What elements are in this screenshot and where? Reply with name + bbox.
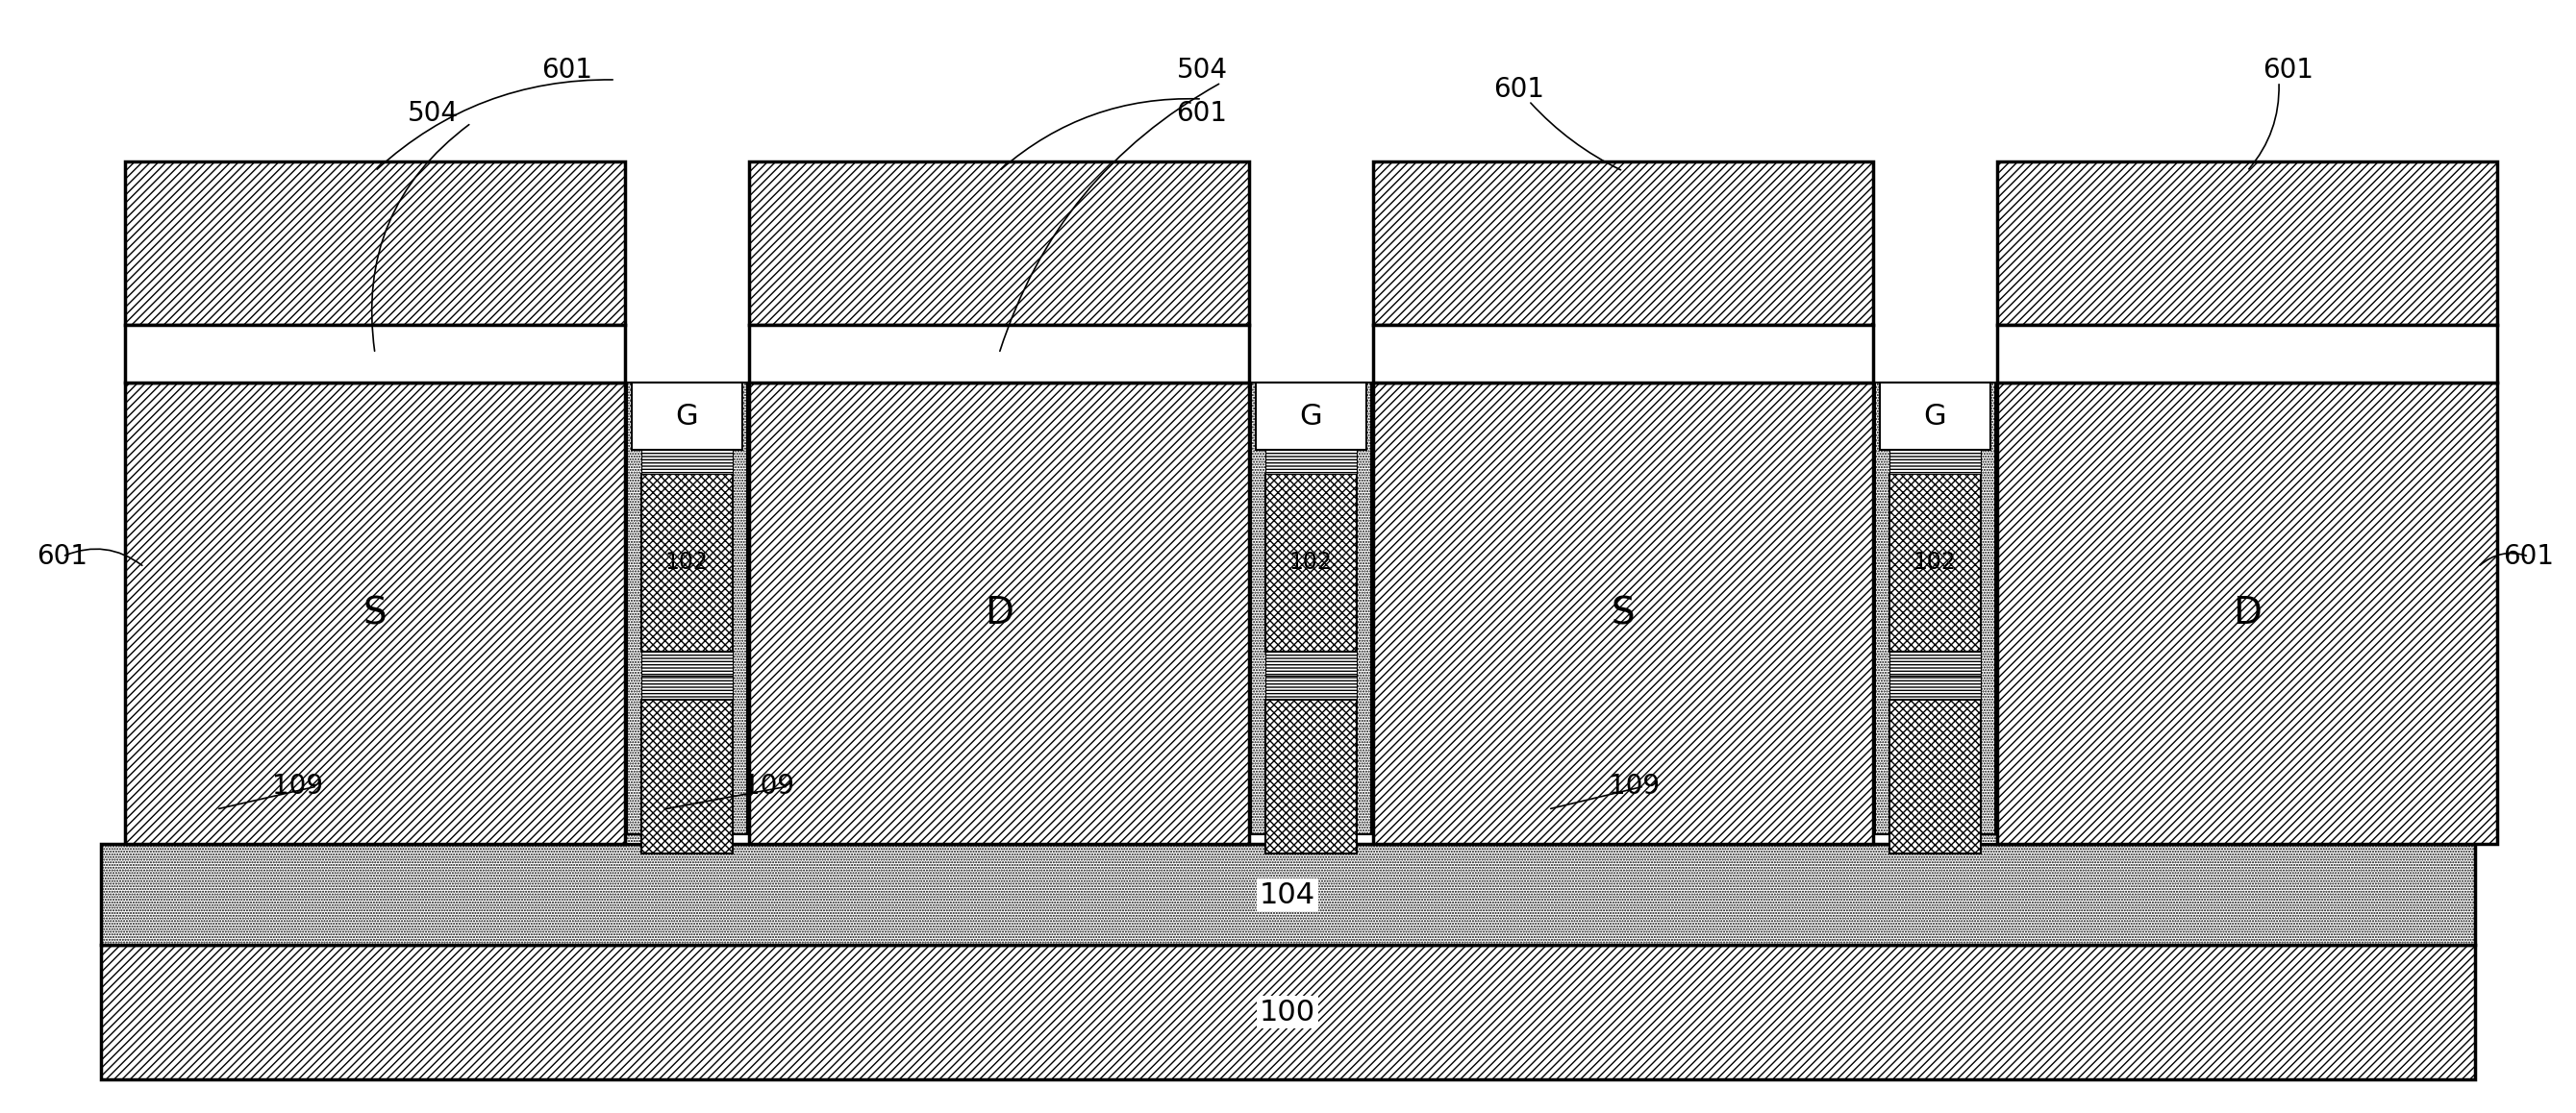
Bar [100,945,2476,1080]
Bar [1888,450,1981,474]
Text: 601: 601 [541,57,592,83]
Polygon shape [1051,775,1170,844]
Text: G: G [1924,402,1945,430]
Text: 601: 601 [36,543,88,570]
Bar [1888,651,1981,676]
Text: 100: 100 [1260,998,1316,1026]
Bar [750,161,1249,325]
Bar [1265,474,1358,651]
Bar [1255,383,1365,450]
Text: 102: 102 [1288,551,1332,574]
Bar [1373,383,1873,844]
Bar [1996,325,2496,383]
Bar [1875,383,1996,835]
Bar [641,450,732,474]
Polygon shape [157,775,276,844]
Text: 104: 104 [1260,880,1316,908]
Polygon shape [1950,775,2069,844]
Bar [126,383,626,844]
Bar [1265,676,1358,700]
Text: 109: 109 [273,772,325,799]
Text: 109: 109 [744,772,796,799]
Bar [100,844,2476,945]
Bar [641,474,732,651]
Text: 102: 102 [665,551,708,574]
Text: 601: 601 [1177,100,1226,127]
Text: 102: 102 [1914,551,1955,574]
Bar [1888,474,1981,651]
Bar [126,161,626,325]
Bar [1252,383,1370,835]
Polygon shape [603,775,724,844]
Bar [750,383,1249,844]
Text: 601: 601 [2262,57,2313,83]
Text: G: G [1298,402,1321,430]
Text: S: S [1610,595,1636,631]
Bar [126,325,626,383]
Bar [1265,450,1358,474]
Text: G: G [675,402,698,430]
Bar [1880,383,1991,450]
Text: S: S [363,595,386,631]
Text: 109: 109 [1610,772,1659,799]
Bar [750,325,1249,383]
Bar [1996,161,2496,325]
Bar [1888,676,1981,700]
Text: 504: 504 [1177,57,1226,83]
Bar [626,383,747,835]
Text: 504: 504 [407,100,459,127]
Text: D: D [2233,595,2262,631]
Text: D: D [984,595,1012,631]
Bar [1373,161,1873,325]
Bar [641,676,732,700]
Text: 601: 601 [2504,543,2555,570]
Bar [631,383,742,450]
Bar [1373,325,1873,383]
Bar [641,651,732,676]
Polygon shape [1499,775,1618,844]
Bar [1996,383,2496,844]
Text: 601: 601 [1494,76,1546,102]
Bar [641,700,732,854]
Bar [1265,700,1358,854]
Bar [1888,700,1981,854]
Bar [1265,651,1358,676]
